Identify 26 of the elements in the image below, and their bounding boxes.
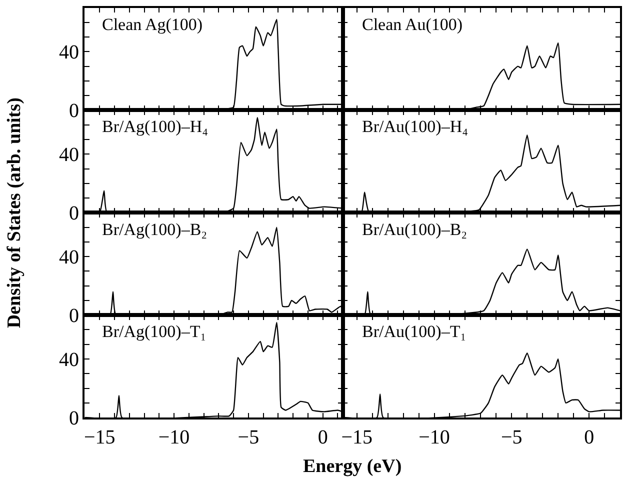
y-axis-title: Density of States (arb. units)	[4, 98, 25, 328]
y-tick-label: 0	[68, 100, 79, 122]
y-tick-label: 0	[68, 202, 79, 225]
x-axis-title: Energy (eV)	[303, 456, 402, 477]
y-tick-label: 40	[58, 246, 79, 269]
x-tick-label: −5	[238, 426, 260, 448]
text: Br/Au(100)–H₄	[362, 117, 468, 136]
text: Clean Ag(100)	[102, 15, 203, 34]
y-tick-label: 40	[58, 144, 79, 166]
text: Br/Au(100)–B₂	[362, 220, 468, 239]
x-tick-label: −10	[158, 426, 190, 448]
x-tick-label: −15	[341, 426, 372, 448]
y-tick-label: 40	[58, 349, 79, 372]
y-tick-label: 0	[68, 408, 79, 430]
text: Br/Au(100)–T₁	[362, 322, 466, 341]
x-tick-label: −15	[84, 426, 116, 448]
x-tick-label: −5	[501, 426, 522, 448]
x-tick-label: 0	[318, 426, 328, 448]
text: Clean Au(100)	[362, 15, 463, 34]
text: Br/Ag(100)–H₄	[102, 117, 208, 136]
y-tick-label: 40	[58, 42, 79, 64]
y-tick-label: 0	[68, 305, 79, 328]
text: Br/Ag(100)–T₁	[102, 322, 206, 341]
text: Br/Ag(100)–B₂	[102, 220, 208, 239]
x-tick-label: −10	[418, 426, 450, 448]
x-tick-label: 0	[584, 426, 594, 448]
